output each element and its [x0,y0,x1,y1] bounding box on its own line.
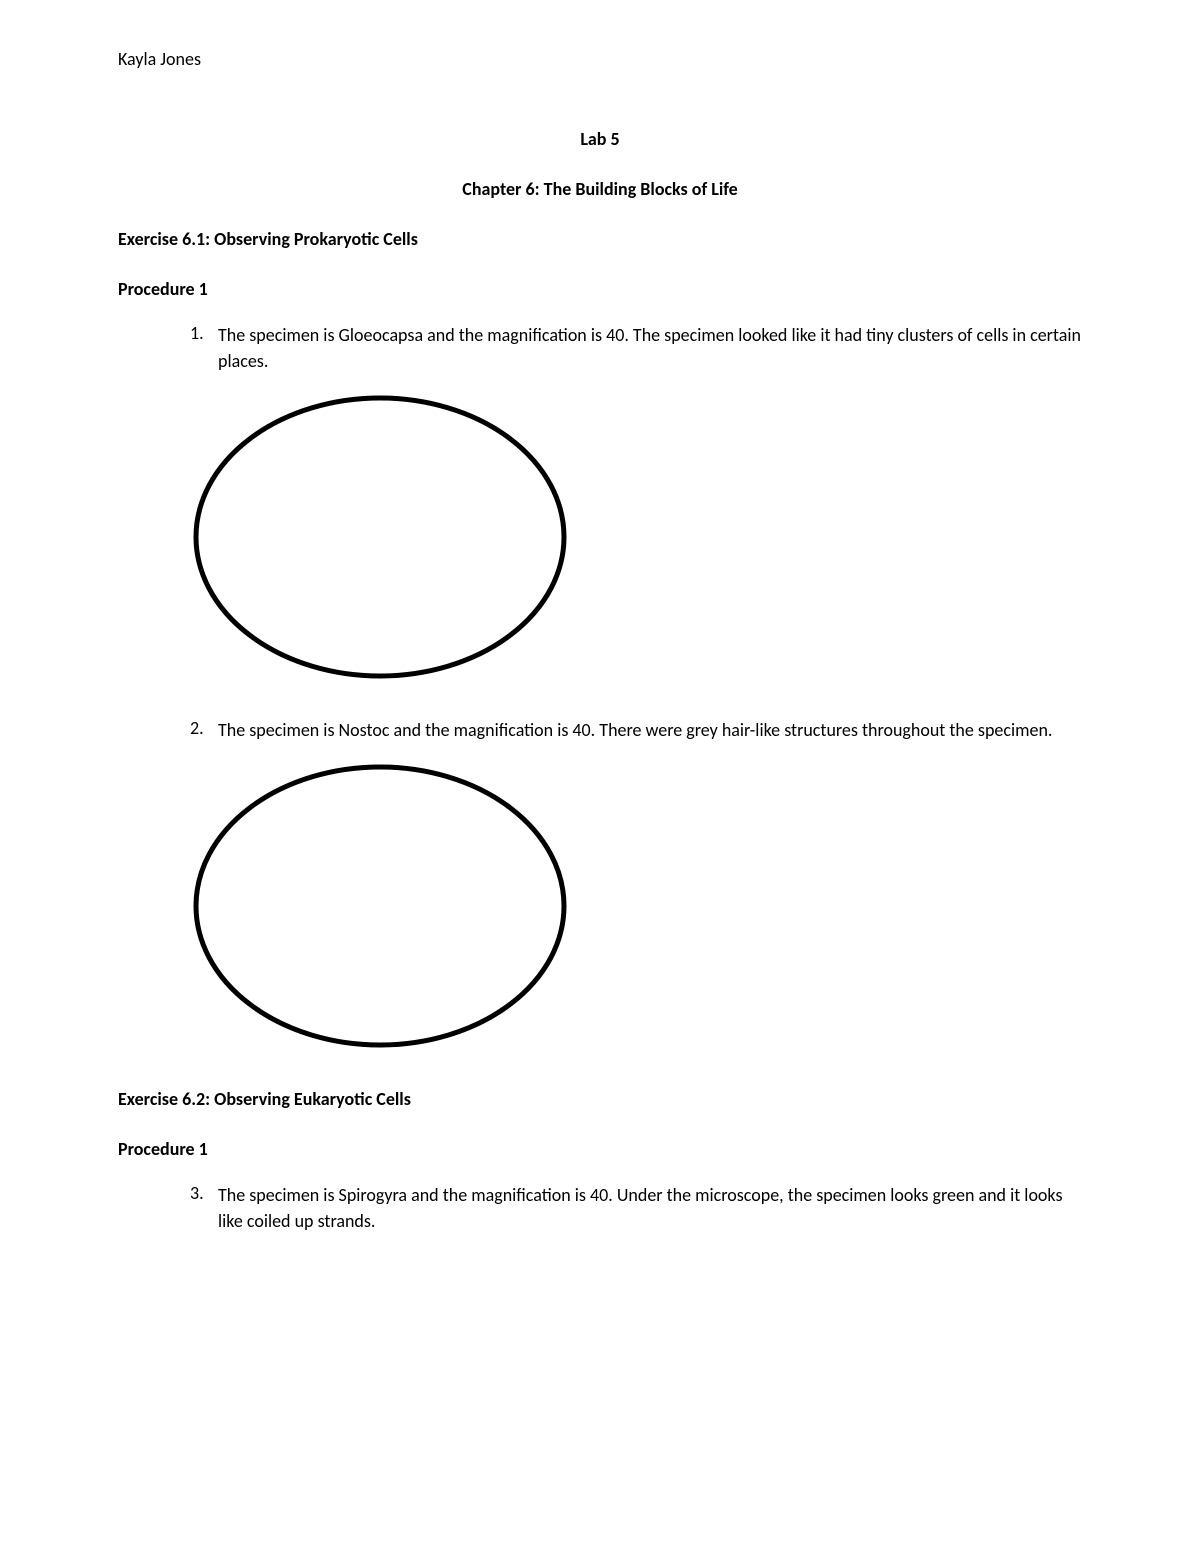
list-text: The specimen is Gloeocapsa and the magni… [218,322,1082,374]
observation-list: 2. The specimen is Nostoc and the magnif… [118,717,1082,743]
observation-ellipse-container [118,761,1082,1056]
chapter-title: Chapter 6: The Building Blocks of Life [118,178,1082,200]
list-text: The specimen is Spirogyra and the magnif… [218,1182,1082,1234]
ellipse-shape [196,767,564,1045]
list-item: 3. The specimen is Spirogyra and the mag… [190,1182,1082,1234]
observation-ellipse-icon [190,392,570,682]
procedure-heading: Procedure 1 [118,278,1082,300]
observation-ellipse-container [118,392,1082,687]
list-item: 1. The specimen is Gloeocapsa and the ma… [190,322,1082,374]
procedure-heading: Procedure 1 [118,1138,1082,1160]
lab-title: Lab 5 [118,128,1082,150]
exercise-heading: Exercise 6.1: Observing Prokaryotic Cell… [118,228,1082,250]
list-number: 2. [190,717,218,743]
author-name: Kayla Jones [118,48,1082,70]
observation-list: 1. The specimen is Gloeocapsa and the ma… [118,322,1082,374]
observation-list: 3. The specimen is Spirogyra and the mag… [118,1182,1082,1234]
list-item: 2. The specimen is Nostoc and the magnif… [190,717,1082,743]
observation-ellipse-icon [190,761,570,1051]
list-number: 1. [190,322,218,374]
list-text: The specimen is Nostoc and the magnifica… [218,717,1052,743]
list-number: 3. [190,1182,218,1234]
ellipse-shape [196,398,564,676]
exercise-heading: Exercise 6.2: Observing Eukaryotic Cells [118,1088,1082,1110]
